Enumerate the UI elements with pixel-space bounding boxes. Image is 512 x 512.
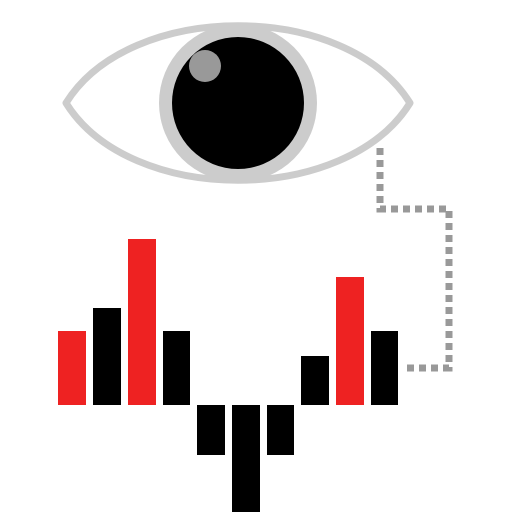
eye-outline (62, 22, 414, 184)
bar-3 (128, 239, 156, 405)
eye-icon (62, 22, 414, 184)
bar-7 (267, 405, 294, 455)
bar-2 (93, 308, 121, 405)
bar-6 (232, 405, 260, 512)
bar-10 (371, 331, 398, 405)
pupil (172, 37, 304, 169)
bar-9 (336, 277, 364, 405)
bar-4 (163, 331, 190, 405)
bar-5 (197, 405, 225, 455)
bar-8 (301, 356, 329, 405)
bar-1 (58, 331, 86, 405)
dotted-connector-line (376, 148, 453, 372)
waveform-bars-icon (58, 239, 398, 512)
pupil-highlight (189, 50, 221, 82)
